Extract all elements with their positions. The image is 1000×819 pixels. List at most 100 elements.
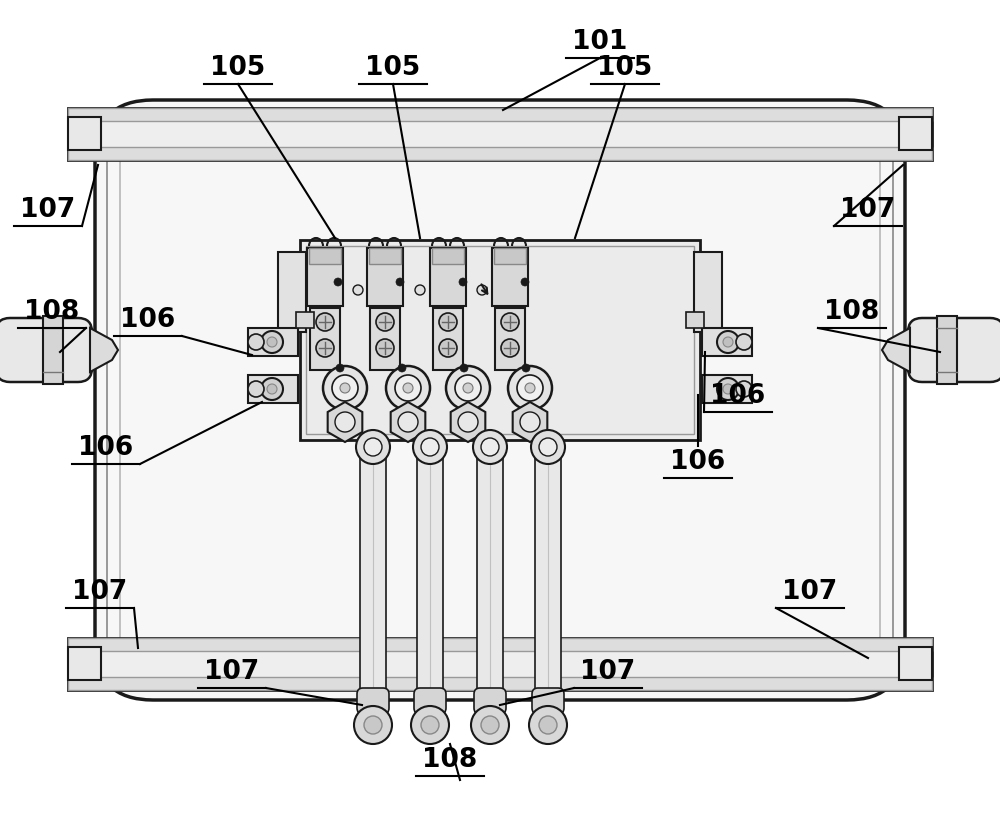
Bar xyxy=(686,312,704,328)
Circle shape xyxy=(455,375,481,401)
Circle shape xyxy=(521,278,529,286)
Bar xyxy=(68,108,932,121)
Circle shape xyxy=(261,378,283,400)
Circle shape xyxy=(421,716,439,734)
Polygon shape xyxy=(882,328,910,372)
Text: 105: 105 xyxy=(365,55,421,81)
Circle shape xyxy=(354,706,392,744)
Circle shape xyxy=(717,378,739,400)
Bar xyxy=(68,647,101,680)
Circle shape xyxy=(332,375,358,401)
Text: 106: 106 xyxy=(710,383,766,409)
Bar xyxy=(68,108,932,160)
Bar xyxy=(492,248,528,306)
Bar xyxy=(360,455,386,695)
FancyBboxPatch shape xyxy=(908,318,1000,382)
Circle shape xyxy=(267,384,277,394)
Circle shape xyxy=(520,412,540,432)
Bar xyxy=(494,248,526,264)
Text: 107: 107 xyxy=(840,197,896,223)
Bar xyxy=(248,375,298,403)
Circle shape xyxy=(736,381,752,397)
Bar xyxy=(306,246,694,434)
Circle shape xyxy=(458,412,478,432)
Circle shape xyxy=(376,339,394,357)
Circle shape xyxy=(411,706,449,744)
FancyBboxPatch shape xyxy=(474,688,506,714)
Circle shape xyxy=(439,313,457,331)
Circle shape xyxy=(439,339,457,357)
Bar xyxy=(433,308,463,370)
Bar xyxy=(68,638,932,651)
Circle shape xyxy=(376,313,394,331)
Circle shape xyxy=(501,339,519,357)
Circle shape xyxy=(459,278,467,286)
Circle shape xyxy=(398,412,418,432)
Circle shape xyxy=(340,383,350,393)
Circle shape xyxy=(403,383,413,393)
Bar xyxy=(300,240,700,440)
Circle shape xyxy=(477,285,487,295)
Circle shape xyxy=(316,339,334,357)
Text: 105: 105 xyxy=(210,55,266,81)
Circle shape xyxy=(415,285,425,295)
Polygon shape xyxy=(90,328,118,372)
Bar xyxy=(296,312,314,328)
Circle shape xyxy=(517,375,543,401)
Circle shape xyxy=(323,366,367,410)
Circle shape xyxy=(261,331,283,353)
Circle shape xyxy=(531,430,565,464)
Circle shape xyxy=(248,381,264,397)
Text: 107: 107 xyxy=(782,579,838,605)
FancyBboxPatch shape xyxy=(0,318,92,382)
Bar xyxy=(68,638,932,690)
Circle shape xyxy=(539,716,557,734)
Circle shape xyxy=(723,337,733,347)
Text: 106: 106 xyxy=(670,449,726,475)
Text: 108: 108 xyxy=(824,299,880,325)
Bar xyxy=(68,147,932,160)
Bar xyxy=(535,455,561,695)
Circle shape xyxy=(396,278,404,286)
Circle shape xyxy=(463,383,473,393)
Text: 106: 106 xyxy=(120,307,176,333)
Bar xyxy=(370,308,400,370)
Bar xyxy=(495,308,525,370)
Circle shape xyxy=(501,313,519,331)
Text: 107: 107 xyxy=(20,197,76,223)
Circle shape xyxy=(335,412,355,432)
Circle shape xyxy=(508,366,552,410)
Circle shape xyxy=(481,438,499,456)
Circle shape xyxy=(413,430,447,464)
Text: 108: 108 xyxy=(24,299,80,325)
Bar xyxy=(43,316,63,384)
Circle shape xyxy=(386,366,430,410)
Circle shape xyxy=(248,334,264,350)
Circle shape xyxy=(421,438,439,456)
Circle shape xyxy=(522,364,530,372)
Bar xyxy=(702,328,752,356)
Circle shape xyxy=(539,438,557,456)
FancyBboxPatch shape xyxy=(357,688,389,714)
Circle shape xyxy=(398,364,406,372)
Bar xyxy=(430,248,466,306)
Circle shape xyxy=(356,430,390,464)
Text: 107: 107 xyxy=(580,659,636,685)
Text: 106: 106 xyxy=(78,435,134,461)
Circle shape xyxy=(723,384,733,394)
Circle shape xyxy=(395,375,421,401)
Bar xyxy=(278,252,306,332)
Circle shape xyxy=(364,716,382,734)
FancyBboxPatch shape xyxy=(414,688,446,714)
Polygon shape xyxy=(328,402,362,442)
Circle shape xyxy=(481,716,499,734)
Bar xyxy=(702,375,752,403)
Circle shape xyxy=(460,364,468,372)
Bar xyxy=(937,316,957,384)
Bar xyxy=(477,455,503,695)
Bar xyxy=(899,647,932,680)
FancyBboxPatch shape xyxy=(532,688,564,714)
Circle shape xyxy=(316,313,334,331)
Circle shape xyxy=(529,706,567,744)
Circle shape xyxy=(736,334,752,350)
